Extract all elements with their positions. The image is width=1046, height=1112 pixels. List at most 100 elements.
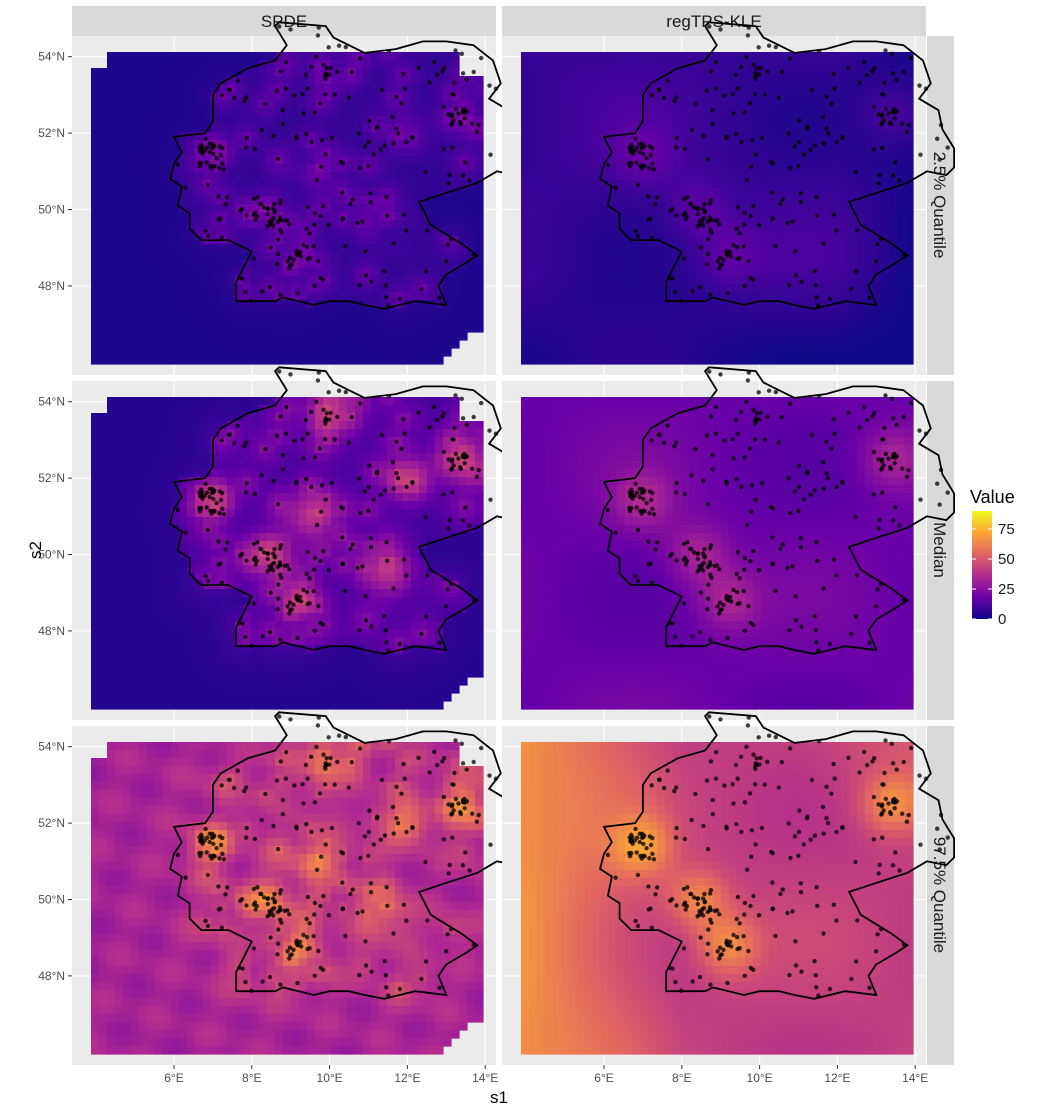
- station-point: [630, 835, 635, 840]
- station-point: [725, 980, 730, 986]
- station-point: [340, 190, 345, 195]
- station-point: [710, 797, 715, 803]
- station-point: [879, 804, 885, 809]
- station-point: [283, 86, 289, 91]
- station-point: [263, 101, 268, 107]
- station-point: [702, 555, 707, 560]
- station-point: [371, 497, 376, 502]
- station-point: [688, 201, 693, 207]
- station-point: [217, 144, 222, 149]
- station-point: [300, 782, 305, 787]
- station-point: [820, 114, 826, 120]
- station-point: [637, 839, 642, 845]
- station-point: [378, 147, 383, 152]
- station-point: [462, 116, 467, 121]
- station-point: [758, 65, 763, 71]
- station-point: [698, 245, 703, 250]
- station-point: [682, 146, 688, 152]
- station-point: [821, 241, 826, 246]
- station-point: [647, 511, 652, 516]
- station-point: [872, 66, 877, 71]
- station-point: [756, 568, 762, 573]
- station-point: [474, 474, 480, 479]
- station-point: [244, 903, 249, 908]
- station-point: [867, 295, 872, 300]
- panel-raster: [91, 742, 484, 1055]
- station-point: [369, 279, 374, 284]
- station-point: [734, 589, 740, 595]
- station-point: [437, 985, 442, 990]
- station-point: [679, 298, 684, 303]
- station-point: [300, 92, 305, 97]
- station-point: [681, 886, 687, 892]
- station-point: [303, 417, 309, 423]
- station-point: [644, 501, 649, 506]
- germany-outline: [599, 21, 955, 310]
- station-point: [889, 396, 894, 401]
- station-point: [340, 880, 345, 885]
- station-point: [821, 931, 826, 936]
- station-point: [474, 819, 480, 824]
- station-point: [394, 816, 399, 821]
- station-point: [793, 939, 798, 944]
- station-point: [460, 71, 466, 76]
- station-point: [474, 129, 480, 134]
- station-point: [890, 518, 896, 523]
- x-tick-label: 10°E: [747, 1071, 773, 1085]
- station-point: [708, 69, 714, 74]
- station-point: [357, 627, 362, 633]
- station-point: [349, 415, 354, 420]
- station-point: [892, 461, 897, 466]
- station-point: [705, 251, 711, 256]
- station-point: [705, 607, 710, 612]
- station-point: [651, 512, 657, 517]
- station-point: [209, 511, 214, 516]
- station-point: [225, 885, 230, 890]
- station-point: [748, 620, 753, 626]
- station-point: [665, 78, 670, 83]
- germany-outline: [599, 711, 955, 1000]
- station-point: [394, 784, 399, 789]
- station-point: [366, 163, 371, 168]
- station-point: [756, 390, 761, 395]
- station-point: [305, 549, 311, 555]
- station-point: [317, 791, 323, 796]
- station-point: [693, 101, 698, 107]
- station-point: [877, 517, 882, 523]
- station-point: [319, 164, 324, 169]
- station-point: [251, 256, 257, 261]
- station-point: [735, 86, 740, 91]
- station-point: [265, 569, 270, 574]
- station-point: [303, 72, 309, 78]
- station-point: [679, 988, 684, 993]
- station-point: [717, 567, 722, 572]
- station-point: [644, 156, 649, 161]
- station-point: [461, 799, 466, 805]
- station-point: [453, 106, 458, 112]
- station-point: [708, 292, 713, 297]
- station-point: [849, 286, 854, 292]
- station-point: [183, 530, 188, 535]
- station-point: [644, 846, 649, 851]
- station-point: [721, 602, 726, 607]
- station-point: [651, 857, 657, 862]
- station-point: [792, 144, 798, 149]
- station-point: [739, 829, 744, 835]
- station-point: [200, 835, 205, 840]
- station-point: [332, 782, 337, 787]
- station-point: [445, 587, 450, 592]
- station-point: [385, 903, 390, 908]
- station-point: [734, 131, 739, 137]
- station-point: [303, 762, 309, 768]
- station-point: [265, 211, 270, 217]
- station-point: [450, 782, 455, 787]
- station-point: [272, 900, 277, 905]
- station-point: [251, 886, 257, 892]
- station-point: [710, 107, 715, 113]
- station-point: [853, 614, 859, 619]
- station-point: [460, 173, 466, 178]
- station-point: [425, 918, 430, 923]
- station-point: [793, 249, 798, 254]
- station-point: [698, 590, 703, 595]
